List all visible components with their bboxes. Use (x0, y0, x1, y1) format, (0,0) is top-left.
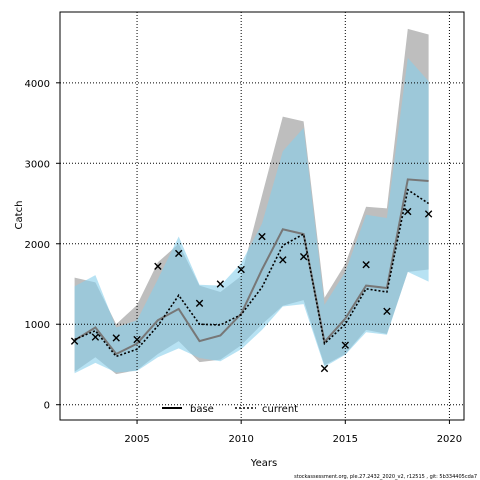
observed-point-2004 (112, 334, 120, 342)
y-tick-label-4000: 4000 (25, 79, 50, 90)
y-tick-label-1000: 1000 (25, 320, 50, 331)
observed-point-2014 (320, 364, 329, 373)
x-tick-label-2015: 2015 (333, 434, 358, 445)
y-tick-label-0: 0 (44, 401, 50, 412)
observed-point-2008 (195, 299, 204, 308)
y-axis-title: Catch (14, 201, 25, 230)
grid-lines (60, 12, 464, 420)
legend: base current (162, 404, 298, 415)
observed-point-2003 (91, 333, 100, 341)
observed-point-2012 (279, 256, 287, 264)
x-tick-label-2005: 2005 (124, 434, 149, 445)
legend-base-label: base (190, 404, 214, 415)
observed-point-2013 (299, 252, 308, 261)
x-tick-label-2010: 2010 (228, 434, 253, 445)
x-axis-title: Years (250, 458, 277, 469)
observed-point-2016 (362, 260, 370, 269)
observed-point-2005 (133, 335, 141, 344)
observed-point-2010 (237, 265, 245, 274)
series-lines (74, 178, 430, 358)
band-current (74, 57, 429, 374)
confidence-bands (74, 28, 429, 375)
observed-point-2006 (154, 262, 162, 270)
observed-catch-markers (70, 207, 433, 373)
y-tick-label-3000: 3000 (25, 159, 50, 170)
observed-point-2002 (70, 337, 79, 345)
footnote: stockassessment.org, ple.27.2432_2020_v2… (294, 474, 477, 480)
observed-point-2018 (404, 207, 412, 216)
observed-point-2007 (175, 249, 183, 258)
legend-current-label: current (262, 404, 298, 415)
observed-point-2019 (424, 210, 433, 218)
x-tick-label-2020: 2020 (437, 434, 462, 445)
axes: 2005 2010 2015 2020 0 1000 2000 3000 4000 (25, 79, 463, 445)
observed-point-2009 (216, 280, 225, 288)
observed-point-2011 (258, 232, 266, 241)
observed-point-2015 (341, 341, 349, 349)
line-base (74, 178, 429, 356)
observed-point-2017 (383, 307, 391, 316)
y-tick-label-2000: 2000 (25, 240, 50, 251)
plot-frame (59, 11, 465, 421)
